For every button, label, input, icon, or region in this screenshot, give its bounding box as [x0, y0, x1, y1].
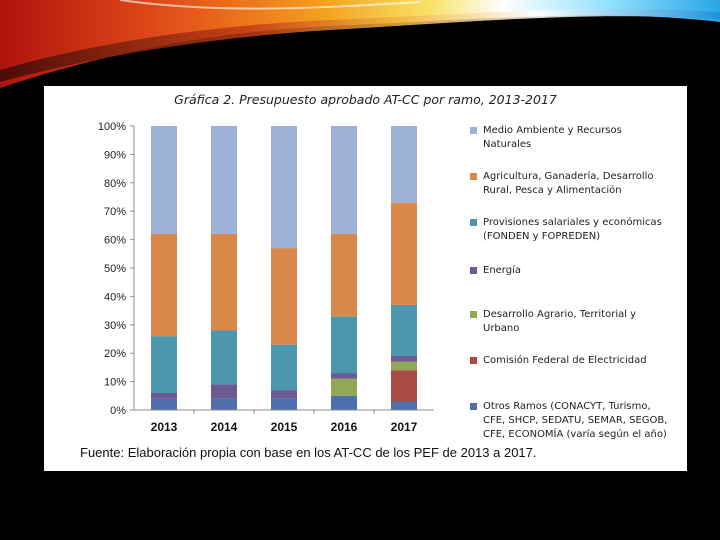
bar-segment — [331, 378, 357, 396]
legend-label: Energía — [483, 265, 521, 276]
x-tick-label: 2014 — [211, 420, 238, 434]
chart-panel: 0% 10% 20% 30% 40% 50% 60% 70% 80% 90% 100% 2013 20… — [44, 86, 687, 471]
legend-label: Comisión Federal de Electricidad — [483, 355, 647, 366]
y-tick-label: 50% — [104, 263, 126, 275]
bar-segment — [211, 384, 237, 399]
bar-segment — [211, 330, 237, 385]
legend-swatch — [470, 357, 477, 364]
legend-swatch — [470, 127, 477, 134]
chart-title: Gráfica 2. Presupuesto aprobado AT-CC po… — [174, 92, 557, 107]
bar-segment — [391, 356, 417, 362]
bar-segment — [391, 202, 417, 305]
x-tick-label: 2017 — [391, 420, 418, 434]
bar-segment — [391, 401, 417, 410]
bar-segment — [331, 373, 357, 379]
legend-swatch — [470, 403, 477, 410]
slide-decoration-banner — [0, 0, 720, 88]
y-tick-label: 30% — [104, 320, 126, 332]
y-tick-label: 70% — [104, 206, 126, 218]
bar-segment — [331, 395, 357, 410]
bars-group — [151, 126, 417, 410]
y-tick-label: 0% — [110, 405, 126, 417]
y-tick-label: 40% — [104, 291, 126, 303]
bar-segment — [151, 126, 177, 234]
y-tick-label: 60% — [104, 235, 126, 247]
bar-segment — [211, 126, 237, 234]
legend-label: Otros Ramos (CONACYT, Turismo, CFE, SHCP… — [483, 401, 668, 440]
chart-source-note: Fuente: Elaboración propia con base en l… — [80, 445, 537, 460]
bar-segment — [211, 398, 237, 410]
bar-segment — [271, 398, 297, 410]
bar-segment — [331, 233, 357, 317]
legend-swatch — [470, 219, 477, 226]
bar-segment — [271, 248, 297, 345]
bar-segment — [151, 336, 177, 393]
legend-label: Medio Ambiente y Recursos Naturales — [483, 125, 622, 150]
bar-segment — [391, 370, 417, 402]
x-axis: 2013 2014 2015 2016 2017 — [134, 409, 434, 434]
y-tick-label: 90% — [104, 149, 126, 161]
bar-segment — [331, 316, 357, 374]
legend-label: Desarrollo Agrario, Territorial y Urbano — [483, 309, 637, 334]
x-tick-label: 2016 — [331, 420, 358, 434]
y-tick-label: 100% — [98, 121, 126, 133]
bar-segment — [211, 233, 237, 331]
bar-segment — [151, 392, 177, 399]
legend-swatch — [470, 267, 477, 274]
bar-segment — [271, 126, 297, 249]
y-tick-label: 10% — [104, 377, 126, 389]
legend-swatch — [470, 173, 477, 180]
legend-label: Agricultura, Ganadería, Desarrollo Rural… — [483, 171, 654, 196]
bar-segment — [271, 390, 297, 399]
bar-segment — [151, 398, 177, 410]
bar-segment — [331, 126, 357, 234]
bar-segment — [391, 304, 417, 357]
bar-segment — [151, 233, 177, 337]
bar-segment — [271, 344, 297, 391]
y-axis: 0% 10% 20% 30% 40% 50% 60% 70% 80% 90% 100% — [98, 121, 135, 417]
bar-segment — [391, 361, 417, 371]
legend-swatch — [470, 311, 477, 318]
bar-segment — [391, 126, 417, 203]
x-tick-label: 2013 — [151, 420, 178, 434]
legend-label: Provisiones salariales y económicas (FON… — [483, 217, 662, 242]
y-tick-label: 20% — [104, 348, 126, 360]
stacked-bar-chart: 0%10%20%30%40%50%60%70%80%90%100% 2013 20… — [98, 121, 434, 434]
x-tick-label: 2015 — [271, 420, 298, 434]
y-tick-label: 80% — [104, 178, 126, 190]
